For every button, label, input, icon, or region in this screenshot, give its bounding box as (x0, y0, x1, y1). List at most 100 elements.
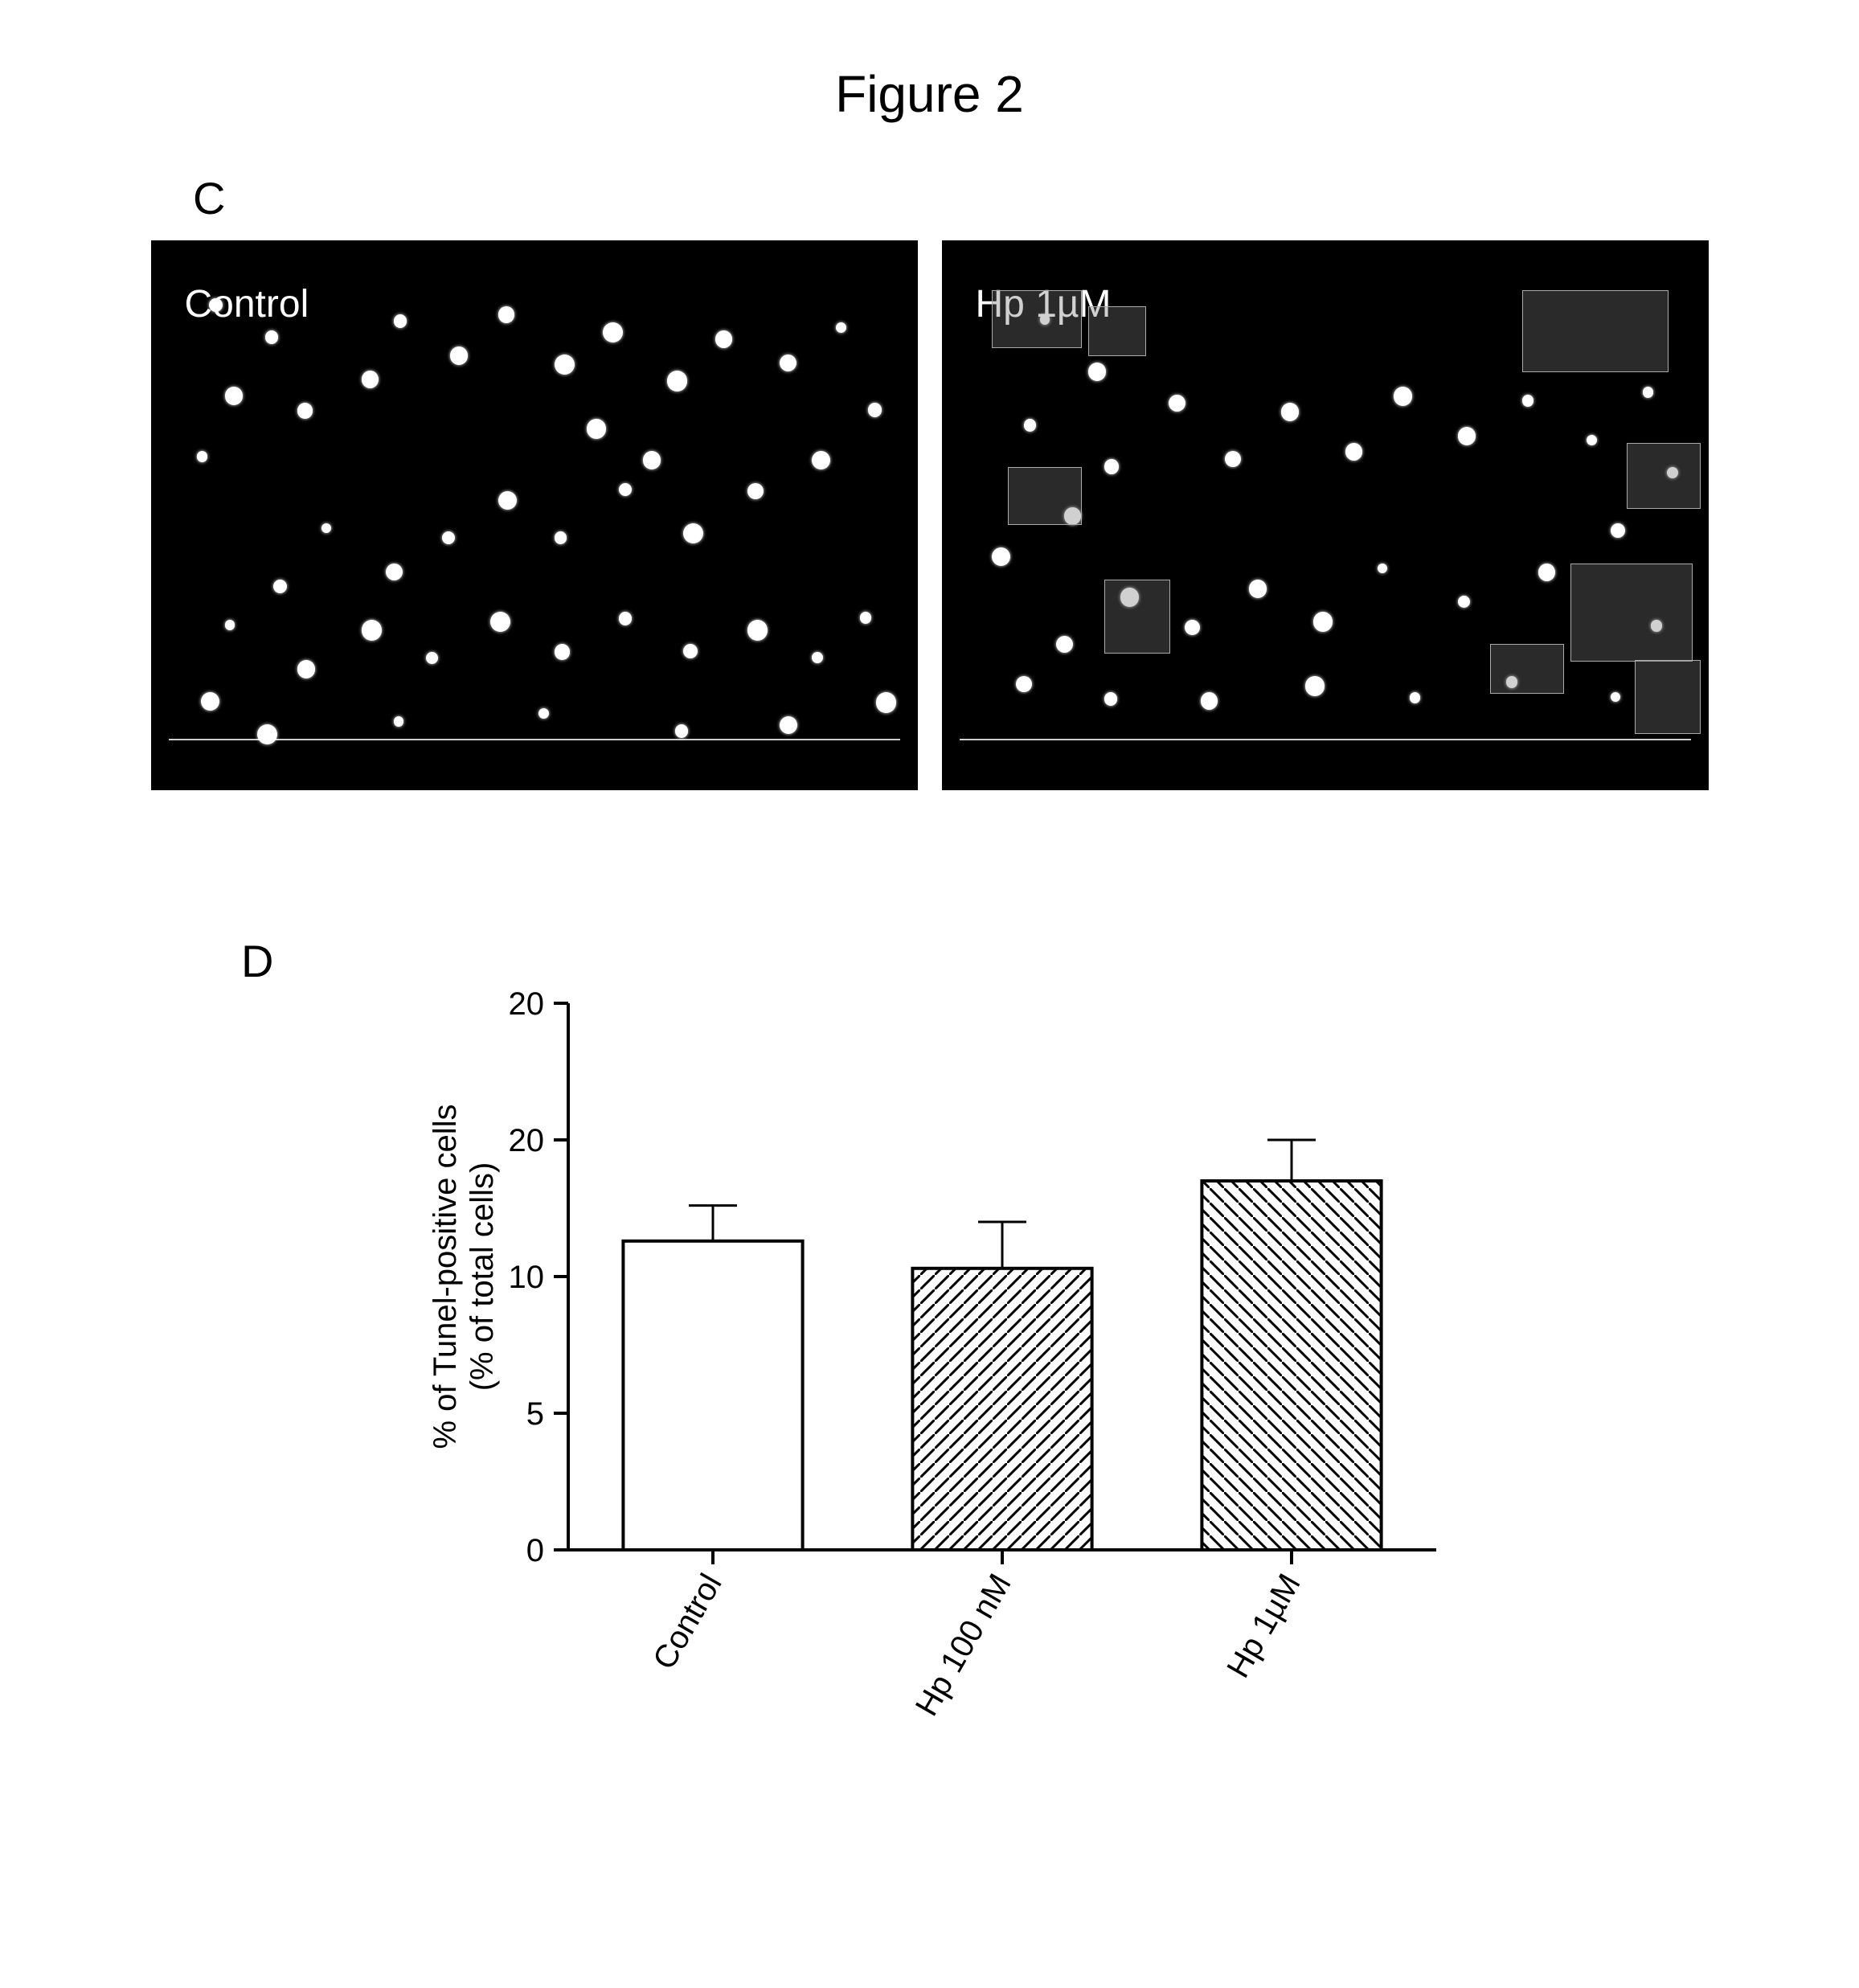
fluorescent-spot (587, 419, 607, 439)
fluorescent-spot (1185, 620, 1200, 635)
fluorescent-spot (780, 716, 797, 734)
fluorescent-spot (1522, 395, 1534, 407)
fluorescent-spot (812, 652, 823, 663)
fluorescent-spot (490, 612, 510, 632)
fluorescent-spot (1587, 435, 1597, 445)
fluorescent-spot (1088, 363, 1107, 381)
fluorescent-spot (257, 724, 277, 744)
x-tick-label: Control (646, 1568, 729, 1676)
fluorescent-spot (1104, 459, 1120, 474)
fluorescent-spot (1611, 692, 1620, 702)
fluorescent-spot (643, 451, 661, 469)
fluorescent-spot (386, 564, 403, 580)
fluorescent-spot (321, 523, 331, 533)
fluorescent-spot (450, 346, 469, 365)
y-tick-label: 5 (526, 1396, 543, 1432)
fluorescent-spot (1201, 692, 1218, 710)
x-tick-label: Hp 1µM (1220, 1568, 1308, 1684)
fluorescent-spot (1394, 387, 1413, 406)
fluorescent-spot (1281, 403, 1300, 421)
fluorescent-spot (1225, 451, 1241, 467)
fluorescent-spot (201, 692, 219, 711)
fluorescent-spot (442, 531, 455, 544)
fluorescent-spot (1056, 636, 1073, 653)
fluorescent-spot (876, 692, 897, 713)
artifact-region (1627, 443, 1701, 509)
fluorescent-spot (394, 314, 407, 328)
scale-bar (169, 739, 900, 740)
fluorescent-spot (836, 322, 846, 333)
fluorescent-spot (619, 483, 632, 496)
y-tick-label: 0 (526, 1533, 543, 1568)
x-tick-label: Hp 100 nM (908, 1568, 1018, 1722)
fluorescent-spot (868, 403, 882, 417)
fluorescent-spot (555, 644, 571, 660)
bar (623, 1241, 802, 1550)
fluorescent-spot (1024, 419, 1037, 432)
y-tick-label: 20 (508, 986, 544, 1022)
fluorescent-spot (297, 660, 316, 678)
fluorescent-spot (1345, 443, 1363, 461)
fluorescent-spot (667, 371, 688, 391)
fluorescent-spot (812, 451, 830, 469)
bar (912, 1269, 1091, 1550)
y-tick-label: 10 (508, 1260, 544, 1295)
panel-d: D 05102020% of Tunel-positive cells(% of… (32, 935, 1827, 1855)
fluorescent-spot (1169, 395, 1185, 412)
fluorescent-spot (1305, 676, 1325, 696)
fluorescent-spot (209, 298, 223, 312)
fluorescent-spot (1104, 692, 1118, 706)
fluorescent-spot (1611, 523, 1625, 538)
panel-d-label: D (241, 935, 273, 987)
fluorescent-spot (362, 620, 383, 641)
fluorescent-spot (225, 620, 235, 630)
fluorescent-spot (1458, 427, 1476, 445)
fluorescent-spot (394, 716, 404, 727)
fluorescent-spot (362, 371, 379, 388)
fluorescent-spot (555, 355, 575, 375)
fluorescent-spot (1458, 596, 1470, 608)
fluorescent-spot (715, 330, 733, 348)
fluorescent-spot (1313, 612, 1333, 632)
micrograph-control-label: Control (185, 282, 309, 326)
artifact-region (1104, 580, 1170, 654)
artifact-region (1088, 306, 1146, 356)
fluorescent-spot (1378, 564, 1387, 573)
fluorescent-spot (683, 644, 698, 658)
fluorescent-spot (603, 322, 623, 342)
artifact-region (1008, 467, 1082, 525)
figure-title: Figure 2 (32, 64, 1827, 124)
panel-c-label: C (193, 172, 1827, 224)
fluorescent-spot (683, 523, 703, 543)
scale-bar (960, 739, 1691, 740)
artifact-region (1490, 644, 1564, 694)
fluorescent-spot (1410, 692, 1421, 703)
fluorescent-spot (1016, 676, 1032, 692)
artifact-region (1635, 660, 1701, 734)
bar-chart: 05102020% of Tunel-positive cells(% of t… (327, 971, 1533, 1855)
fluorescent-spot (265, 330, 279, 344)
fluorescent-spot (675, 724, 689, 738)
y-axis-label: % of Tunel-positive cells(% of total cel… (428, 1104, 500, 1449)
chart-container: 05102020% of Tunel-positive cells(% of t… (32, 971, 1827, 1855)
micrograph-row: Control Hp 1µM (32, 240, 1827, 790)
artifact-region (1522, 290, 1669, 372)
fluorescent-spot (619, 612, 633, 625)
fluorescent-spot (747, 620, 768, 641)
panel-c: C Control Hp 1µM (32, 172, 1827, 790)
fluorescent-spot (273, 580, 287, 593)
fluorescent-spot (197, 451, 208, 462)
y-tick-label: 20 (508, 1123, 544, 1158)
fluorescent-spot (225, 387, 244, 405)
fluorescent-spot (780, 355, 796, 371)
artifact-region (992, 290, 1082, 348)
fluorescent-spot (1643, 387, 1654, 398)
micrograph-control: Control (151, 240, 918, 790)
fluorescent-spot (992, 547, 1010, 566)
fluorescent-spot (426, 652, 438, 664)
fluorescent-spot (297, 403, 313, 419)
fluorescent-spot (1249, 580, 1267, 598)
artifact-region (1570, 564, 1693, 662)
fluorescent-spot (498, 306, 515, 323)
fluorescent-spot (860, 612, 872, 624)
